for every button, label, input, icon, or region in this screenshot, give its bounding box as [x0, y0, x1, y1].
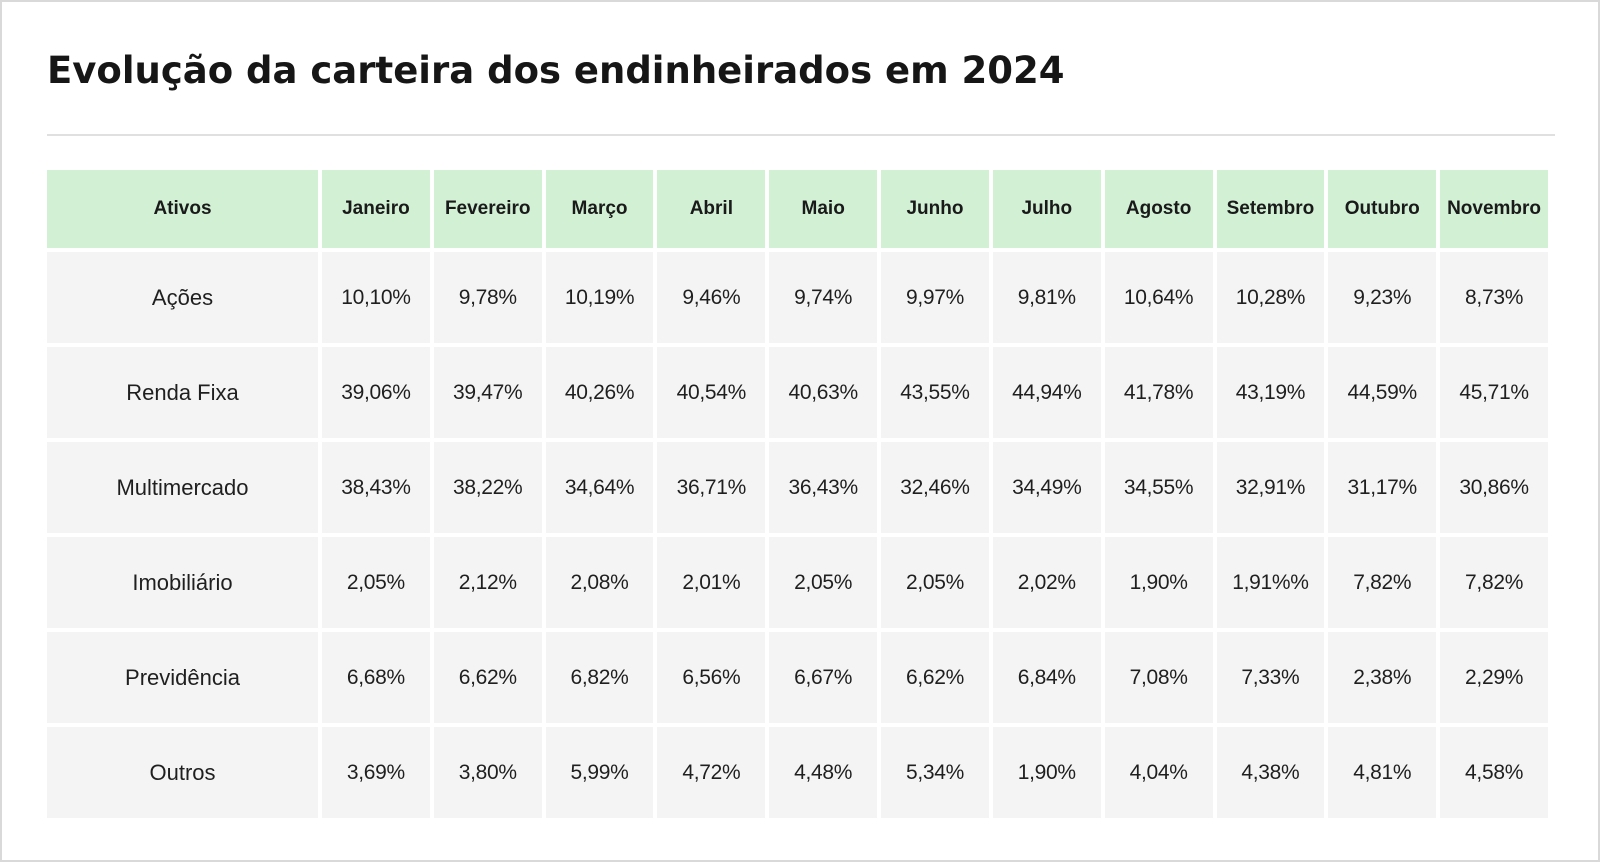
table-cell-value: 6,82% [545, 632, 654, 723]
table-cell-value: 7,33% [1216, 632, 1325, 723]
table-cell-value: 6,56% [657, 632, 766, 723]
table-cell-value: 3,80% [433, 727, 542, 818]
table-cell-value: 10,28% [1216, 252, 1325, 343]
table-row: Multimercado 38,43% 38,22% 34,64% 36,71% 36,4… [47, 442, 1548, 533]
table-cell-value: 9,74% [769, 252, 878, 343]
table-row: Renda Fixa 39,06% 39,47% 40,26% 40,54% 40,63%… [47, 347, 1548, 438]
table-cell-value: 45,71% [1440, 347, 1548, 438]
table-cell-value: 2,38% [1328, 632, 1437, 723]
table-cell-value: 6,62% [881, 632, 989, 723]
table-cell-value: 6,68% [322, 632, 430, 723]
table-cell-value: 10,19% [545, 252, 654, 343]
table-cell-value: 7,08% [1104, 632, 1213, 723]
table-cell-value: 8,73% [1440, 252, 1548, 343]
column-header-month: Março [545, 170, 654, 248]
table-cell-value: 6,62% [433, 632, 542, 723]
table-cell-value: 32,91% [1216, 442, 1325, 533]
table-cell-value: 3,69% [322, 727, 430, 818]
table-row: Imobiliário 2,05% 2,12% 2,08% 2,01% 2,05% 2,05… [47, 537, 1548, 628]
table-cell-value: 34,64% [545, 442, 654, 533]
row-label-asset: Imobiliário [47, 537, 318, 628]
table-cell-value: 6,67% [769, 632, 878, 723]
table-cell-value: 43,19% [1216, 347, 1325, 438]
page-title: Evolução da carteira dos endinheirados e… [47, 49, 1065, 92]
table-cell-value: 40,26% [545, 347, 654, 438]
table-cell-value: 9,78% [433, 252, 542, 343]
table-cell-value: 9,97% [881, 252, 989, 343]
table-cell-value: 10,10% [322, 252, 430, 343]
row-label-asset: Ações [47, 252, 318, 343]
table-cell-value: 4,81% [1328, 727, 1437, 818]
table-cell-value: 43,55% [881, 347, 989, 438]
table-cell-value: 38,43% [322, 442, 430, 533]
table-cell-value: 34,55% [1104, 442, 1213, 533]
table-cell-value: 2,05% [769, 537, 878, 628]
table-cell-value: 7,82% [1328, 537, 1437, 628]
table-cell-value: 9,46% [657, 252, 766, 343]
table-cell-value: 9,23% [1328, 252, 1437, 343]
column-header-month: Abril [657, 170, 766, 248]
title-divider [47, 134, 1555, 136]
table-cell-value: 38,22% [433, 442, 542, 533]
table-cell-value: 5,34% [881, 727, 989, 818]
table-cell-value: 34,49% [992, 442, 1101, 533]
table-cell-value: 5,99% [545, 727, 654, 818]
table-cell-value: 41,78% [1104, 347, 1213, 438]
table-cell-value: 2,05% [881, 537, 989, 628]
table-cell-value: 1,90% [992, 727, 1101, 818]
column-header-month: Julho [992, 170, 1101, 248]
table-cell-value: 4,04% [1104, 727, 1213, 818]
table-cell-value: 1,91%% [1216, 537, 1325, 628]
row-label-asset: Multimercado [47, 442, 318, 533]
column-header-month: Janeiro [322, 170, 430, 248]
table-cell-value: 4,38% [1216, 727, 1325, 818]
table-cell-value: 40,54% [657, 347, 766, 438]
table-cell-value: 2,12% [433, 537, 542, 628]
table-cell-value: 36,43% [769, 442, 878, 533]
table-cell-value: 6,84% [992, 632, 1101, 723]
row-label-asset: Previdência [47, 632, 318, 723]
column-header-month: Fevereiro [433, 170, 542, 248]
table-cell-value: 7,82% [1440, 537, 1548, 628]
table-row: Previdência 6,68% 6,62% 6,82% 6,56% 6,67% 6,62… [47, 632, 1548, 723]
table-cell-value: 10,64% [1104, 252, 1213, 343]
table-cell-value: 44,59% [1328, 347, 1437, 438]
table-cell-value: 2,02% [992, 537, 1101, 628]
table-cell-value: 2,29% [1440, 632, 1548, 723]
table-cell-value: 30,86% [1440, 442, 1548, 533]
table-cell-value: 2,01% [657, 537, 766, 628]
row-label-asset: Renda Fixa [47, 347, 318, 438]
table-cell-value: 32,46% [881, 442, 989, 533]
column-header-month: Agosto [1104, 170, 1213, 248]
column-header-month: Junho [881, 170, 989, 248]
table-cell-value: 4,72% [657, 727, 766, 818]
table-row: Outros 3,69% 3,80% 5,99% 4,72% 4,48% 5,34% 1,90… [47, 727, 1548, 818]
table-cell-value: 9,81% [992, 252, 1101, 343]
table-cell-value: 4,48% [769, 727, 878, 818]
column-header-month: Maio [769, 170, 878, 248]
row-label-asset: Outros [47, 727, 318, 818]
column-header-month: Setembro [1216, 170, 1325, 248]
table-cell-value: 31,17% [1328, 442, 1437, 533]
table-row: Ações 10,10% 9,78% 10,19% 9,46% 9,74% 9,97% 9,8… [47, 252, 1548, 343]
table-cell-value: 39,47% [433, 347, 542, 438]
table-cell-value: 40,63% [769, 347, 878, 438]
table-cell-value: 44,94% [992, 347, 1101, 438]
table-cell-value: 2,08% [545, 537, 654, 628]
column-header-ativos: Ativos [47, 170, 318, 248]
table-cell-value: 4,58% [1440, 727, 1548, 818]
table-body: Ações 10,10% 9,78% 10,19% 9,46% 9,74% 9,97% 9,8… [47, 252, 1548, 818]
table-cell-value: 2,05% [322, 537, 430, 628]
table-cell-value: 39,06% [322, 347, 430, 438]
column-header-month: Novembro [1440, 170, 1548, 248]
portfolio-table: Ativos Janeiro Fevereiro Março Abril Maio Junh… [43, 166, 1552, 822]
table-header-row: Ativos Janeiro Fevereiro Março Abril Maio Junh… [47, 170, 1548, 248]
table-cell-value: 36,71% [657, 442, 766, 533]
table-cell-value: 1,90% [1104, 537, 1213, 628]
column-header-month: Outubro [1328, 170, 1437, 248]
